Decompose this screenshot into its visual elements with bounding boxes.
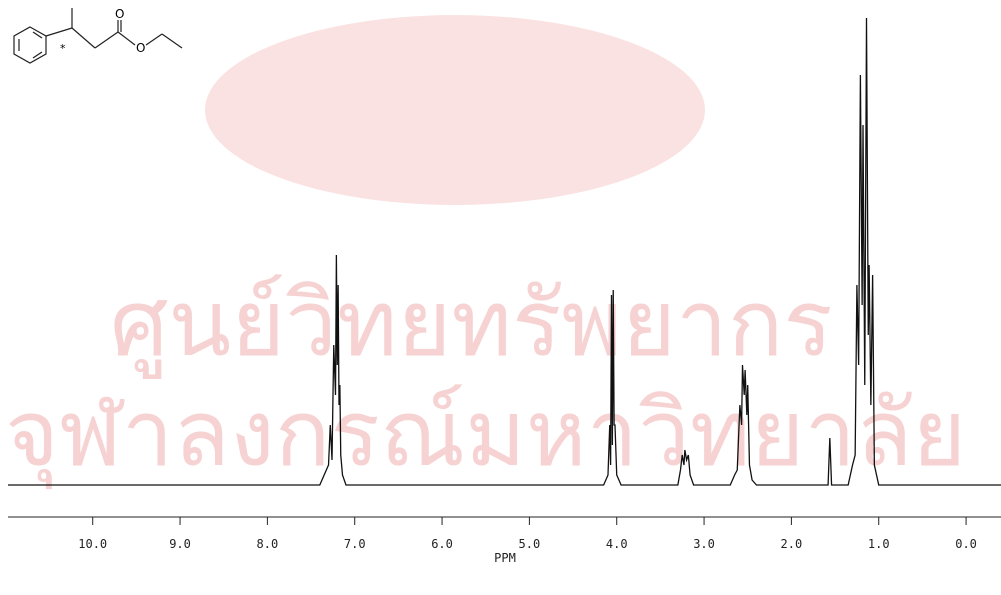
spectrum-line xyxy=(8,17,1001,486)
x-tick-label: 8.0 xyxy=(257,537,279,551)
atom-label: O xyxy=(136,41,145,55)
x-tick-label: 0.0 xyxy=(955,537,977,551)
x-tick-label: 4.0 xyxy=(606,537,628,551)
x-tick-label: 7.0 xyxy=(344,537,366,551)
atom-label: O xyxy=(115,7,124,21)
x-tick-label: 2.0 xyxy=(781,537,803,551)
x-tick-label: 10.0 xyxy=(78,537,107,551)
x-tick-label: 5.0 xyxy=(519,537,541,551)
x-tick-label: 1.0 xyxy=(868,537,890,551)
x-tick-label: 6.0 xyxy=(431,537,453,551)
watermark-emblem xyxy=(205,15,705,205)
x-tick-label: 9.0 xyxy=(169,537,191,551)
watermark-text: จุฬาลงกรณ์มหาวิทยาลัย xyxy=(5,380,966,490)
x-axis-label: PPM xyxy=(494,551,516,565)
molecule: O O * xyxy=(13,7,183,64)
x-tick-label: 3.0 xyxy=(693,537,715,551)
stereo-mark: * xyxy=(60,42,66,55)
watermark-text: ศูนย์วิทยทรัพยากร xyxy=(110,270,833,379)
